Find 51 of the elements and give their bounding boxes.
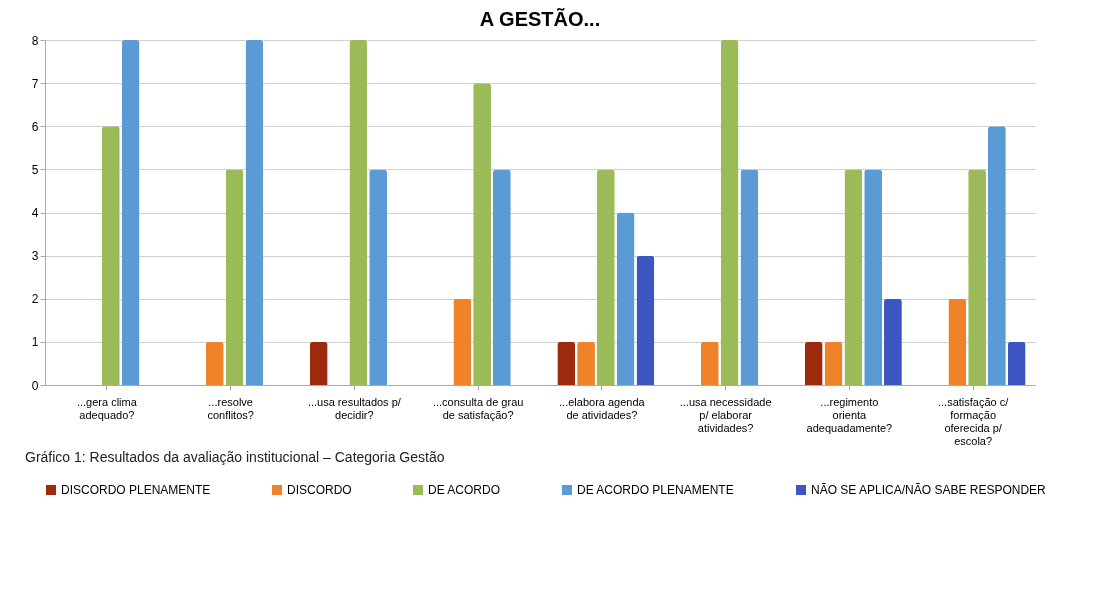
bar	[948, 298, 967, 385]
bar	[884, 298, 902, 385]
bar	[369, 169, 388, 385]
bar	[557, 341, 576, 385]
legend-label: DISCORDO PLENAMENTE	[61, 483, 211, 497]
bar	[804, 341, 823, 385]
bar	[121, 40, 140, 385]
y-tick-label: 4	[31, 206, 39, 220]
bar	[453, 298, 472, 385]
x-tick-label: ...consulta de grau de satisfação?	[432, 395, 524, 421]
legend-label: DE ACORDO	[428, 483, 501, 497]
bar	[824, 341, 843, 385]
bar	[720, 40, 739, 385]
y-tick-label: 3	[31, 249, 39, 264]
legend-label: DE ACORDO PLENAMENTE	[577, 483, 734, 497]
bar	[596, 169, 615, 385]
x-tick-label: ...elabora agenda de atividades?	[559, 395, 646, 421]
bar	[636, 255, 655, 385]
bar	[864, 169, 883, 385]
bar	[205, 341, 224, 385]
bar	[245, 40, 264, 385]
bar	[492, 169, 511, 385]
bar	[225, 169, 244, 385]
bar	[700, 341, 719, 385]
y-tick-label: 2	[31, 292, 39, 307]
bar	[844, 169, 863, 385]
bar	[309, 341, 328, 385]
x-tick-label: ...gera clima adequado?	[76, 395, 138, 421]
bar	[349, 40, 368, 385]
bar	[987, 126, 1006, 385]
chart-title: A GESTÃO...	[479, 8, 601, 30]
x-tick-label: ...usa resultados p/ decidir?	[307, 395, 402, 421]
text: Gráfico 1: Resultados da avaliação institucional – Categoria Gestão	[25, 449, 445, 465]
bar	[473, 83, 491, 385]
y-tick-label: 8	[31, 33, 39, 48]
legend-label: NÃO SE APLICA/NÃO SABE RESPONDER	[811, 483, 1047, 497]
legend-label: DISCORDO	[287, 483, 352, 497]
bar	[1007, 341, 1026, 385]
y-tick-label: 0	[31, 378, 39, 393]
y-tick-label: 1	[31, 335, 39, 350]
x-tick-label: ...regimento orienta adequadamente?	[806, 395, 893, 434]
x-tick-label: ...satisfação c/ formação oferecida p/ escola?	[937, 395, 1010, 447]
bar	[101, 126, 120, 385]
x-tick-label: ...usa necessidade p/ elaborar atividades?	[679, 395, 772, 434]
y-tick-label: 7	[31, 76, 39, 91]
bar	[968, 169, 986, 385]
bar	[616, 212, 635, 385]
y-tick-label: 6	[31, 119, 39, 134]
y-tick-label: 5	[31, 162, 39, 177]
bar	[740, 169, 759, 385]
x-tick-label: ...resolve conflitos?	[207, 395, 254, 421]
